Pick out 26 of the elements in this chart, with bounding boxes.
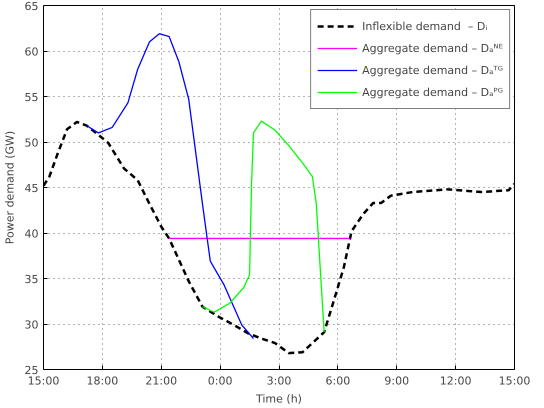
y-axis-title: Power demand (GW) bbox=[4, 130, 17, 244]
y-tick-label: 60 bbox=[24, 46, 39, 58]
legend-label: Aggregate demand – Dₐᴾᴳ bbox=[362, 86, 503, 98]
x-tick-label: 0:00 bbox=[208, 374, 232, 388]
x-tick-label: 3:00 bbox=[266, 374, 292, 388]
legend-label: Inflexible demand – Dᵢ bbox=[362, 20, 488, 32]
y-tick-label: 65 bbox=[24, 0, 39, 13]
y-tick-label: 25 bbox=[24, 364, 39, 377]
y-tick-label: 30 bbox=[24, 318, 39, 332]
x-tick-label: 18:00 bbox=[86, 374, 118, 388]
legend-label: Aggregate demand – Dₐᵀᴳ bbox=[362, 64, 503, 76]
y-tick-label: 45 bbox=[24, 182, 39, 195]
y-tick-label: 40 bbox=[24, 228, 39, 240]
y-tick-label: 55 bbox=[24, 91, 39, 104]
x-axis-title: Time (h) bbox=[255, 392, 302, 406]
y-tick-label: 50 bbox=[24, 136, 39, 150]
x-tick-label: 15:00 bbox=[498, 374, 530, 388]
line-series bbox=[202, 120, 325, 333]
legend-label: Aggregate demand – Dₐᴺᴱ bbox=[362, 42, 503, 54]
x-tick-label: 6:00 bbox=[326, 374, 350, 388]
y-tick-label: 35 bbox=[24, 273, 39, 286]
x-tick-label: 12:00 bbox=[440, 374, 472, 388]
x-tick-label: 15:00 bbox=[28, 374, 60, 388]
line-series bbox=[86, 33, 254, 340]
x-tick-label: 9:00 bbox=[384, 374, 410, 388]
x-tick-label: 21:00 bbox=[145, 374, 178, 388]
